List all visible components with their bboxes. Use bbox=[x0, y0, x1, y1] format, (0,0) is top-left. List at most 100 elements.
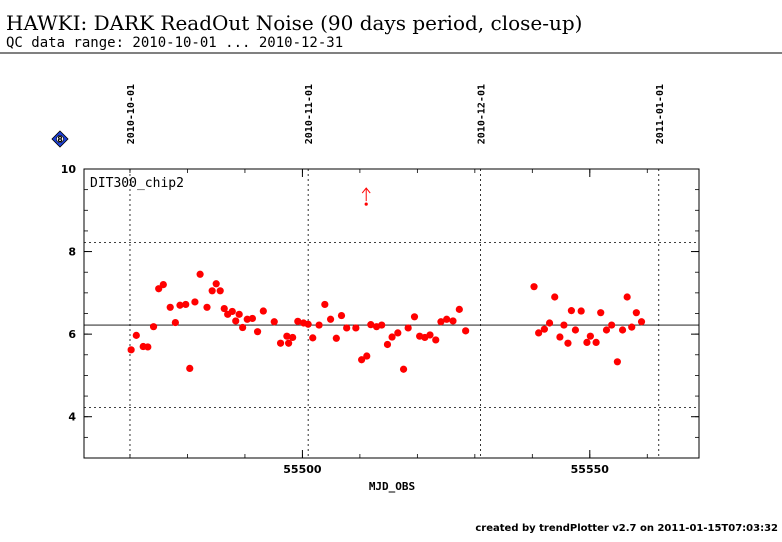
data-point bbox=[196, 270, 204, 278]
outlier-point bbox=[364, 202, 368, 206]
data-point bbox=[426, 331, 434, 339]
data-point bbox=[176, 301, 184, 309]
data-point bbox=[253, 328, 262, 336]
data-point bbox=[283, 332, 291, 340]
data-point bbox=[567, 307, 576, 315]
data-point bbox=[315, 321, 323, 329]
data-point bbox=[410, 313, 419, 321]
data-point bbox=[208, 287, 216, 295]
date-marker-label: 2010-12-01 bbox=[477, 84, 488, 144]
data-point bbox=[597, 309, 605, 317]
data-point bbox=[270, 318, 278, 326]
chart-title: HAWKI: DARK ReadOut Noise (90 days perio… bbox=[6, 11, 582, 35]
data-point bbox=[144, 343, 152, 351]
data-point bbox=[592, 338, 600, 346]
data-point bbox=[637, 318, 646, 326]
diamond-badge-icon: 8 bbox=[51, 130, 69, 148]
data-point bbox=[352, 324, 360, 332]
data-point bbox=[159, 281, 167, 289]
data-point bbox=[232, 317, 240, 325]
data-point bbox=[337, 311, 346, 320]
data-point bbox=[404, 324, 412, 332]
data-point bbox=[203, 303, 211, 311]
data-point bbox=[551, 293, 559, 301]
data-point bbox=[132, 331, 140, 339]
data-point bbox=[363, 352, 371, 360]
data-point bbox=[455, 305, 463, 313]
outlier-arrow-head bbox=[361, 187, 371, 194]
data-point bbox=[432, 336, 440, 344]
grid-lines bbox=[84, 242, 699, 409]
axis-ticks: 4 6 8 10 55500 55550 bbox=[61, 163, 699, 476]
data-point bbox=[560, 321, 568, 329]
data-point bbox=[343, 324, 351, 332]
data-point bbox=[545, 319, 554, 327]
outlier-marker bbox=[361, 187, 371, 206]
data-point bbox=[556, 333, 564, 341]
data-point bbox=[394, 329, 402, 337]
data-point bbox=[618, 326, 627, 334]
data-point bbox=[449, 317, 457, 325]
data-point bbox=[383, 340, 392, 349]
data-point bbox=[166, 303, 174, 311]
data-point bbox=[239, 323, 247, 332]
data-point bbox=[462, 327, 470, 335]
data-point bbox=[540, 325, 548, 333]
data-point bbox=[212, 280, 220, 288]
data-point bbox=[127, 346, 135, 354]
y-tick-label: 6 bbox=[68, 328, 76, 341]
data-point bbox=[388, 333, 396, 341]
data-point bbox=[259, 307, 267, 315]
y-tick-label: 8 bbox=[68, 246, 76, 259]
data-point bbox=[309, 334, 317, 342]
date-markers: 2010-10-01 2010-11-01 2010-12-01 2011-01-01 bbox=[126, 84, 666, 458]
footer-credit: created by trendPlotter v2.7 on 2011-01-… bbox=[475, 523, 778, 534]
data-point bbox=[289, 333, 297, 342]
data-points bbox=[127, 270, 646, 373]
date-marker-label: 2011-01-01 bbox=[655, 84, 666, 144]
data-point bbox=[358, 356, 366, 364]
data-point bbox=[182, 300, 190, 309]
date-marker-label: 2010-11-01 bbox=[304, 84, 315, 144]
data-point bbox=[332, 334, 340, 342]
x-axis-title: MJD_OBS bbox=[369, 480, 415, 493]
data-point bbox=[235, 310, 243, 318]
data-point bbox=[443, 315, 451, 323]
data-point bbox=[367, 321, 375, 329]
plot-frame bbox=[83, 168, 700, 459]
badge-label: 8 bbox=[57, 135, 63, 144]
data-point bbox=[294, 317, 302, 325]
panel-label: DIT300_chip2 bbox=[90, 176, 184, 191]
data-point bbox=[399, 365, 408, 373]
data-point bbox=[321, 300, 329, 309]
data-point bbox=[530, 283, 538, 291]
date-marker-label: 2010-10-01 bbox=[126, 84, 137, 144]
data-point bbox=[155, 285, 163, 293]
x-tick-label: 55500 bbox=[283, 463, 322, 476]
data-point bbox=[437, 318, 445, 326]
data-point bbox=[577, 307, 585, 315]
data-point bbox=[149, 323, 158, 331]
data-point bbox=[608, 321, 616, 329]
data-point bbox=[304, 320, 312, 328]
y-tick-label: 4 bbox=[68, 411, 76, 424]
data-point bbox=[564, 339, 572, 347]
badge-dot bbox=[56, 135, 64, 143]
data-point bbox=[628, 323, 636, 331]
data-point bbox=[248, 314, 257, 323]
data-point bbox=[583, 338, 591, 346]
data-point bbox=[602, 326, 611, 334]
data-point bbox=[285, 339, 293, 347]
data-point bbox=[171, 318, 179, 327]
data-point bbox=[220, 304, 228, 313]
data-point bbox=[632, 309, 640, 317]
y-tick-label: 10 bbox=[61, 163, 77, 176]
data-point bbox=[326, 315, 335, 323]
data-point bbox=[623, 293, 631, 301]
data-point bbox=[378, 321, 386, 329]
data-point bbox=[586, 332, 594, 340]
data-point bbox=[535, 329, 543, 337]
data-point bbox=[276, 339, 285, 347]
x-tick-label: 55550 bbox=[571, 463, 610, 476]
